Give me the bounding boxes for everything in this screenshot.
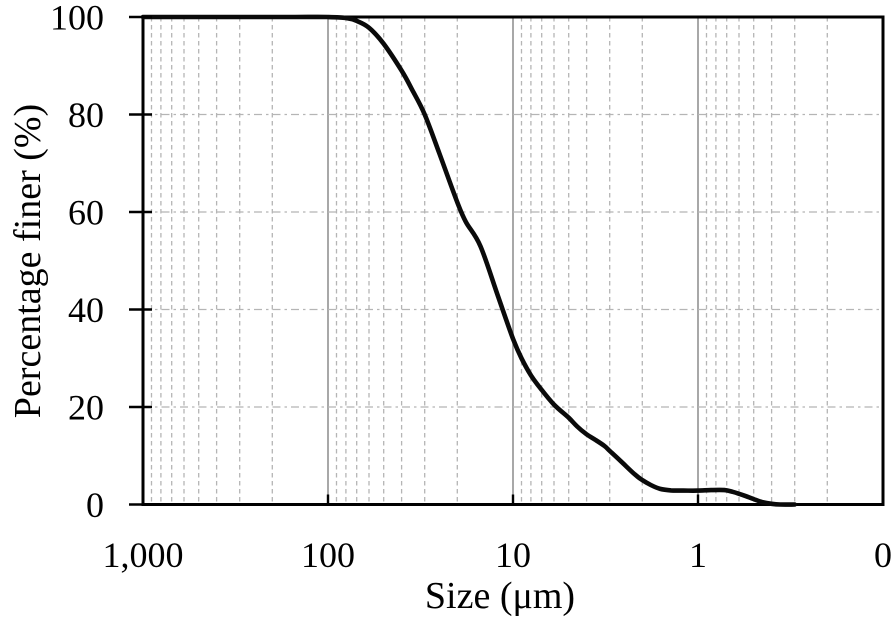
x-axis-title: Size (μm) [425, 575, 575, 617]
y-tick-label: 0 [86, 485, 104, 525]
y-tick-label: 100 [50, 0, 104, 38]
x-tick-label: 1 [689, 535, 707, 575]
y-axis-title: Percentage finer (%) [7, 104, 49, 418]
distribution-curve [140, 14, 797, 507]
y-tick-label: 60 [68, 193, 104, 233]
y-tick-label: 20 [68, 388, 104, 428]
x-tick-label: 1,000 [103, 535, 184, 575]
y-tick-label: 40 [68, 290, 104, 330]
y-tick-label: 80 [68, 95, 104, 135]
x-tick-label: 0 [874, 535, 892, 575]
x-tick-label: 10 [495, 535, 531, 575]
x-tick-label: 100 [301, 535, 355, 575]
